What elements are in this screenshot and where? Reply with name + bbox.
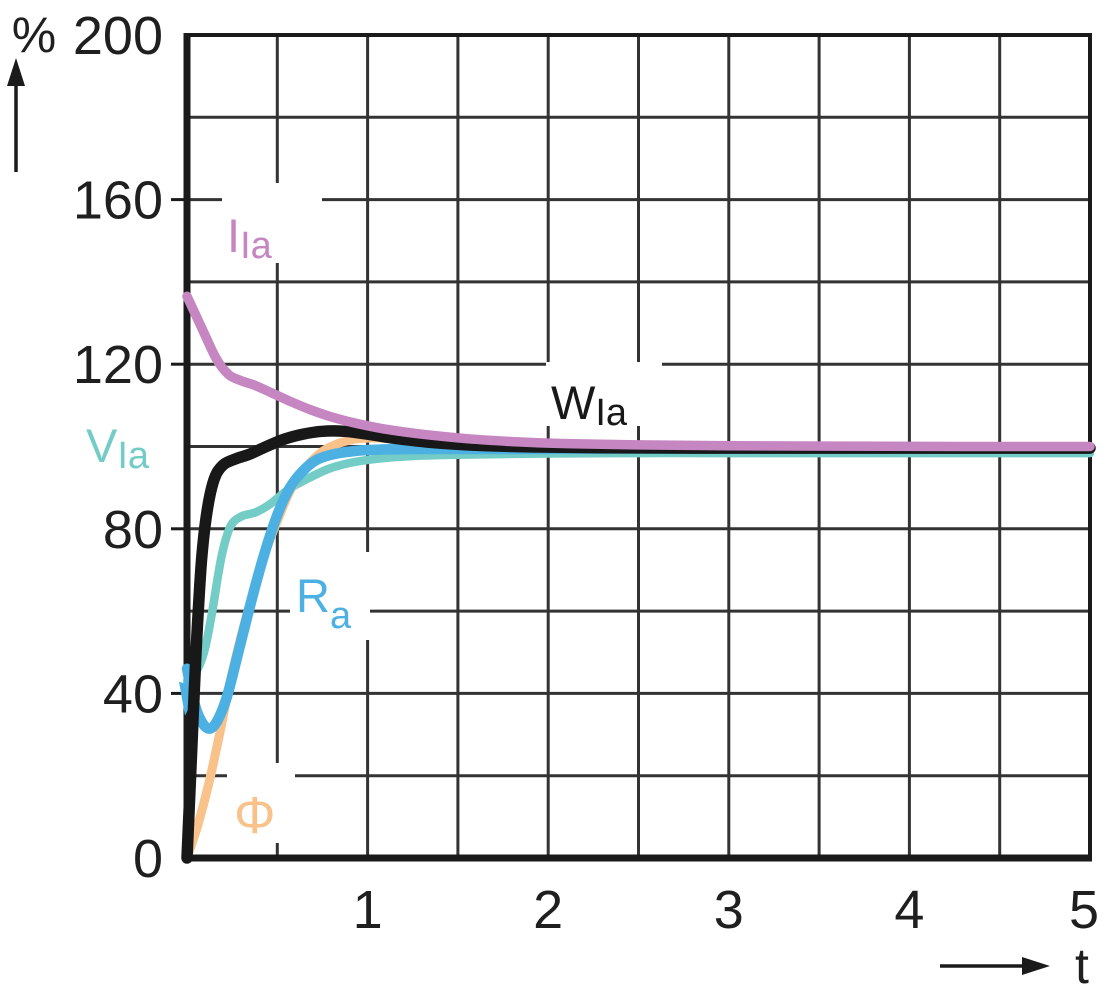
- curve-label-IIa: IIa: [227, 209, 273, 267]
- y-tick-label: 0: [133, 829, 163, 889]
- y-axis-arrow-icon: [7, 58, 25, 86]
- y-axis-unit-label: %: [12, 7, 56, 63]
- x-tick-label: 4: [894, 880, 924, 940]
- x-tick-label: 1: [353, 880, 383, 940]
- curve-label-VIa: VIa: [86, 419, 150, 477]
- y-tick-label: 200: [73, 6, 163, 66]
- x-axis-arrow-icon: [1022, 957, 1050, 975]
- y-tick-label: 160: [73, 171, 163, 231]
- curve-label-Ra: Ra: [296, 569, 352, 637]
- y-tick-label: 40: [103, 664, 163, 724]
- x-tick-label: 5: [1069, 880, 1099, 940]
- y-tick-label: 80: [103, 500, 163, 560]
- x-axis-unit-label: t: [1075, 938, 1089, 994]
- curve-label-Phi: Φ: [234, 787, 276, 845]
- curve-label-background-Phi: [227, 763, 295, 843]
- curve-label-background-WIa: [546, 362, 662, 426]
- curve-label-background-IIa: [222, 183, 322, 263]
- curve-label-background-Ra: [290, 552, 370, 640]
- curve-label-WIa: WIa: [551, 376, 628, 434]
- x-tick-label: 2: [533, 880, 563, 940]
- curve-IIa: [182, 291, 1095, 452]
- y-tick-label: 120: [73, 335, 163, 395]
- x-tick-label: 3: [714, 880, 744, 940]
